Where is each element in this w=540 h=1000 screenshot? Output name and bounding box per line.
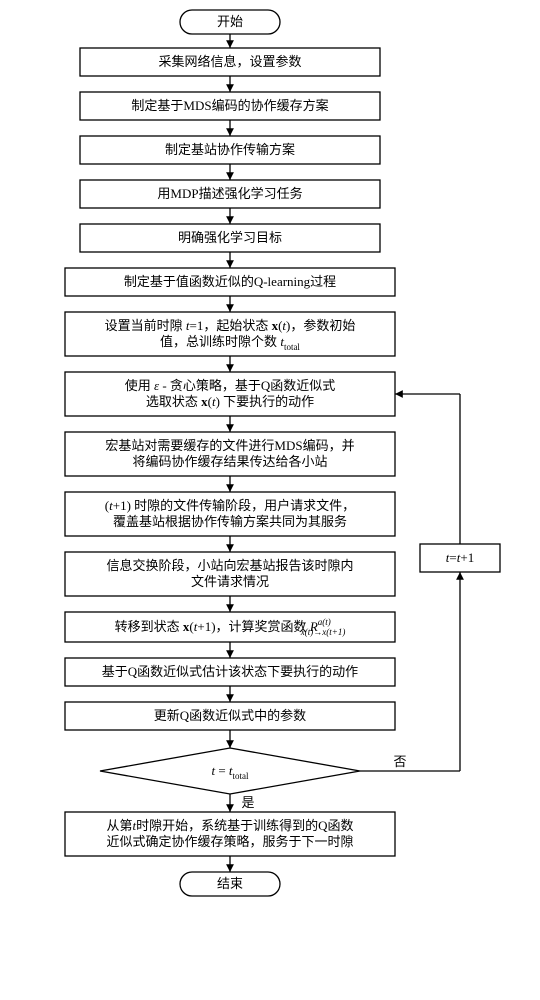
- svg-text:覆盖基站根据协作传输方案共同为其服务: 覆盖基站根据协作传输方案共同为其服务: [113, 514, 347, 529]
- node-n5: 明确强化学习目标: [80, 224, 380, 252]
- node-n4: 用MDP描述强化学习任务: [80, 180, 380, 208]
- node-n8: 使用 ε - 贪心策略，基于Q函数近似式选取状态 x(t) 下要执行的动作: [65, 372, 395, 416]
- node-n1: 采集网络信息，设置参数: [80, 48, 380, 76]
- node-n9: 宏基站对需要缓存的文件进行MDS编码，并将编码协作缓存结果传达给各小站: [65, 432, 395, 476]
- svg-text:用MDP描述强化学习任务: 用MDP描述强化学习任务: [157, 186, 302, 201]
- svg-text:将编码协作缓存结果传达给各小站: 将编码协作缓存结果传达给各小站: [132, 454, 327, 469]
- svg-text:更新Q函数近似式中的参数: 更新Q函数近似式中的参数: [154, 708, 306, 723]
- svg-text:基于Q函数近似式估计该状态下要执行的动作: 基于Q函数近似式估计该状态下要执行的动作: [102, 664, 358, 679]
- svg-text:宏基站对需要缓存的文件进行MDS编码，并: 宏基站对需要缓存的文件进行MDS编码，并: [105, 438, 354, 453]
- node-n12: 转移到状态 x(t+1)，计算奖赏函数 Ra(t)x(t)→x(t+1): [65, 612, 395, 642]
- node-n14: 更新Q函数近似式中的参数: [65, 702, 395, 730]
- node-dec: t = ttotal: [100, 748, 360, 794]
- node-n3: 制定基站协作传输方案: [80, 136, 380, 164]
- svg-text:制定基于MDS编码的协作缓存方案: 制定基于MDS编码的协作缓存方案: [131, 98, 328, 113]
- node-n6: 制定基于值函数近似的Q-learning过程: [65, 268, 395, 296]
- node-n7: 设置当前时隙 t=1，起始状态 x(t)，参数初始值，总训练时隙个数 ttota…: [65, 312, 395, 356]
- svg-text:选取状态 x(t) 下要执行的动作: 选取状态 x(t) 下要执行的动作: [146, 394, 314, 409]
- svg-text:制定基站协作传输方案: 制定基站协作传输方案: [165, 142, 295, 157]
- flowchart: 开始采集网络信息，设置参数制定基于MDS编码的协作缓存方案制定基站协作传输方案用…: [0, 0, 540, 1000]
- svg-text:文件请求情况: 文件请求情况: [191, 574, 269, 589]
- svg-text:(t+1) 时隙的文件传输阶段，用户请求文件，: (t+1) 时隙的文件传输阶段，用户请求文件，: [105, 498, 355, 513]
- node-start: 开始: [180, 10, 280, 34]
- svg-text:使用 ε - 贪心策略，基于Q函数近似式: 使用 ε - 贪心策略，基于Q函数近似式: [125, 378, 336, 393]
- svg-text:制定基于值函数近似的Q-learning过程: 制定基于值函数近似的Q-learning过程: [124, 274, 336, 289]
- svg-text:采集网络信息，设置参数: 采集网络信息，设置参数: [158, 54, 301, 69]
- svg-text:是: 是: [241, 795, 254, 810]
- svg-text:t=t+1: t=t+1: [446, 550, 474, 565]
- svg-text:信息交换阶段，小站向宏基站报告该时隙内: 信息交换阶段，小站向宏基站报告该时隙内: [106, 558, 353, 573]
- node-n13: 基于Q函数近似式估计该状态下要执行的动作: [65, 658, 395, 686]
- node-n10: (t+1) 时隙的文件传输阶段，用户请求文件，覆盖基站根据协作传输方案共同为其服…: [65, 492, 395, 536]
- node-n2: 制定基于MDS编码的协作缓存方案: [80, 92, 380, 120]
- svg-text:否: 否: [393, 754, 406, 769]
- svg-text:开始: 开始: [217, 14, 243, 29]
- node-end: 结束: [180, 872, 280, 896]
- svg-text:明确强化学习目标: 明确强化学习目标: [178, 230, 282, 245]
- node-n11: 信息交换阶段，小站向宏基站报告该时隙内文件请求情况: [65, 552, 395, 596]
- svg-text:结束: 结束: [217, 876, 243, 891]
- svg-text:设置当前时隙 t=1，起始状态 x(t)，参数初始: 设置当前时隙 t=1，起始状态 x(t)，参数初始: [105, 318, 356, 333]
- svg-text:近似式确定协作缓存策略，服务于下一时隙: 近似式确定协作缓存策略，服务于下一时隙: [106, 834, 353, 849]
- node-n15: 从第t时隙开始，系统基于训练得到的Q函数近似式确定协作缓存策略，服务于下一时隙: [65, 812, 395, 856]
- svg-text:从第t时隙开始，系统基于训练得到的Q函数: 从第t时隙开始，系统基于训练得到的Q函数: [106, 818, 353, 833]
